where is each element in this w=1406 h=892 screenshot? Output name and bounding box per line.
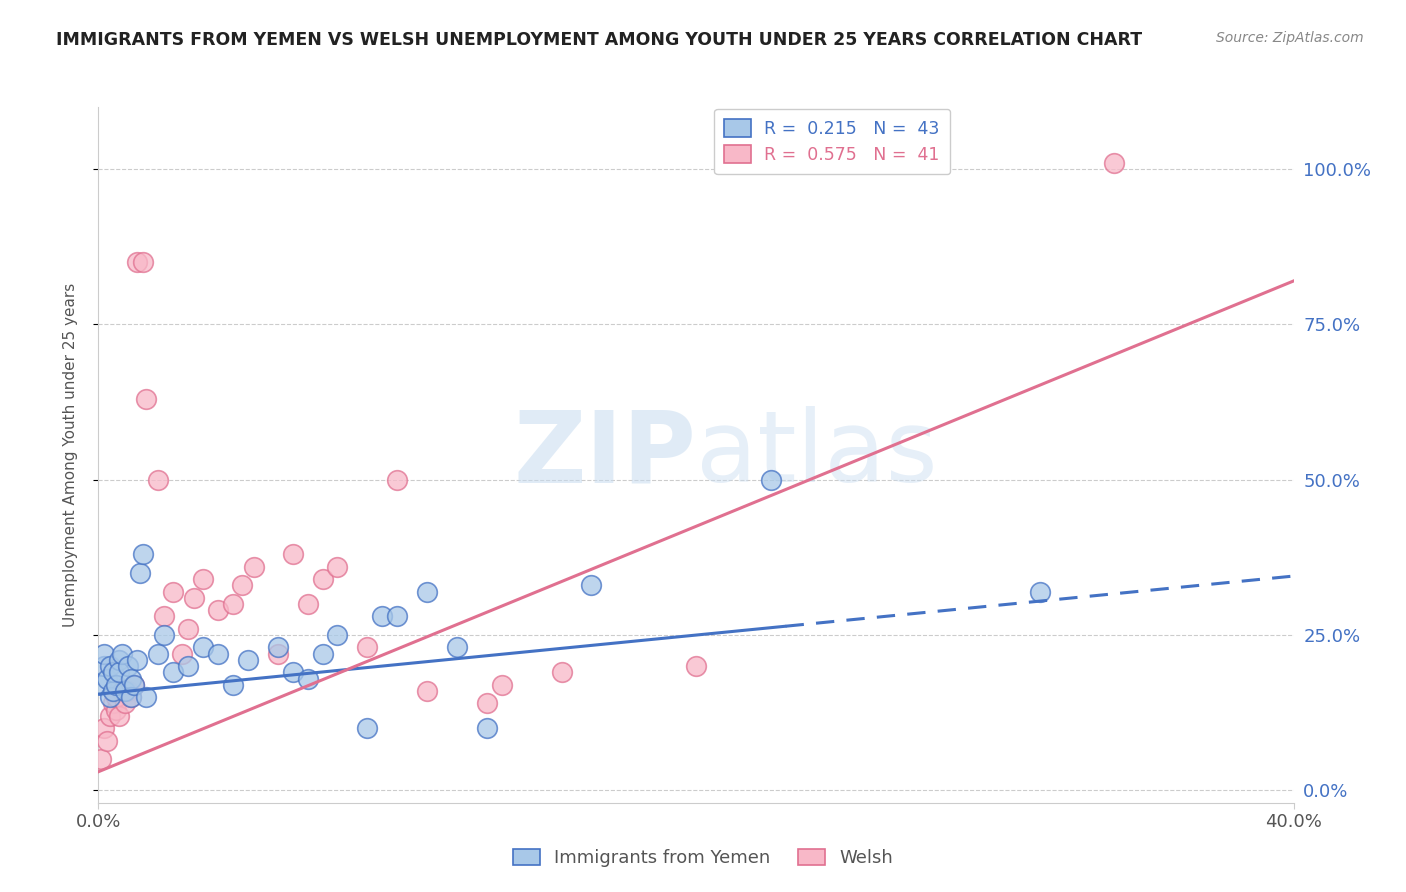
Point bbox=[267, 640, 290, 655]
Point bbox=[162, 584, 184, 599]
Text: ZIP: ZIP bbox=[513, 407, 696, 503]
Point bbox=[148, 647, 170, 661]
Legend: R =  0.215   N =  43, R =  0.575   N =  41: R = 0.215 N = 43, R = 0.575 N = 41 bbox=[714, 109, 950, 174]
Point bbox=[236, 653, 259, 667]
Point bbox=[1028, 584, 1050, 599]
Legend: Immigrants from Yemen, Welsh: Immigrants from Yemen, Welsh bbox=[506, 841, 900, 874]
Point bbox=[103, 684, 125, 698]
Point bbox=[100, 690, 122, 705]
Point bbox=[385, 609, 409, 624]
Point bbox=[105, 703, 128, 717]
Point bbox=[120, 690, 142, 705]
Point bbox=[177, 659, 200, 673]
Point bbox=[416, 684, 439, 698]
Point bbox=[685, 659, 707, 673]
Point bbox=[326, 559, 349, 574]
Text: atlas: atlas bbox=[696, 407, 938, 503]
Point bbox=[243, 559, 266, 574]
Text: IMMIGRANTS FROM YEMEN VS WELSH UNEMPLOYMENT AMONG YOUTH UNDER 25 YEARS CORRELATI: IMMIGRANTS FROM YEMEN VS WELSH UNEMPLOYM… bbox=[56, 31, 1142, 49]
Point bbox=[117, 659, 139, 673]
Point bbox=[759, 473, 782, 487]
Point bbox=[129, 566, 152, 580]
Point bbox=[90, 752, 112, 766]
Point bbox=[162, 665, 184, 680]
Point bbox=[385, 473, 409, 487]
Point bbox=[191, 572, 214, 586]
Point bbox=[132, 255, 155, 269]
Point bbox=[207, 647, 229, 661]
Point bbox=[222, 597, 245, 611]
Point bbox=[108, 665, 131, 680]
Point bbox=[356, 640, 378, 655]
Point bbox=[177, 622, 200, 636]
Point bbox=[127, 255, 149, 269]
Point bbox=[183, 591, 205, 605]
Point bbox=[281, 547, 304, 561]
Point bbox=[93, 721, 115, 735]
Point bbox=[491, 678, 513, 692]
Point bbox=[108, 653, 131, 667]
Point bbox=[93, 647, 115, 661]
Point bbox=[371, 609, 394, 624]
Text: Source: ZipAtlas.com: Source: ZipAtlas.com bbox=[1216, 31, 1364, 45]
Point bbox=[153, 609, 176, 624]
Point bbox=[114, 684, 136, 698]
Y-axis label: Unemployment Among Youth under 25 years: Unemployment Among Youth under 25 years bbox=[63, 283, 77, 627]
Point bbox=[356, 721, 378, 735]
Point bbox=[111, 647, 134, 661]
Point bbox=[105, 678, 128, 692]
Point bbox=[311, 647, 333, 661]
Point bbox=[103, 697, 125, 711]
Point bbox=[267, 647, 290, 661]
Point bbox=[475, 721, 498, 735]
Point bbox=[111, 684, 134, 698]
Point bbox=[446, 640, 468, 655]
Point bbox=[108, 708, 131, 723]
Point bbox=[326, 628, 349, 642]
Point bbox=[416, 584, 439, 599]
Point bbox=[124, 678, 146, 692]
Point bbox=[297, 672, 319, 686]
Point bbox=[90, 678, 112, 692]
Point bbox=[100, 659, 122, 673]
Point bbox=[124, 678, 146, 692]
Point bbox=[135, 690, 157, 705]
Point bbox=[231, 578, 253, 592]
Point bbox=[96, 733, 118, 747]
Point bbox=[120, 672, 142, 686]
Point bbox=[103, 684, 125, 698]
Point bbox=[105, 690, 128, 705]
Point bbox=[103, 665, 125, 680]
Point bbox=[475, 697, 498, 711]
Point bbox=[581, 578, 603, 592]
Point bbox=[222, 678, 245, 692]
Point bbox=[172, 647, 194, 661]
Point bbox=[281, 665, 304, 680]
Point bbox=[100, 708, 122, 723]
Point bbox=[297, 597, 319, 611]
Point bbox=[96, 672, 118, 686]
Point bbox=[550, 665, 572, 680]
Point bbox=[311, 572, 333, 586]
Point bbox=[117, 684, 139, 698]
Point bbox=[93, 659, 115, 673]
Point bbox=[148, 473, 170, 487]
Point bbox=[127, 653, 149, 667]
Point bbox=[120, 690, 142, 705]
Point bbox=[1104, 156, 1126, 170]
Point bbox=[153, 628, 176, 642]
Point bbox=[191, 640, 214, 655]
Point bbox=[114, 697, 136, 711]
Point bbox=[135, 392, 157, 406]
Point bbox=[132, 547, 155, 561]
Point bbox=[207, 603, 229, 617]
